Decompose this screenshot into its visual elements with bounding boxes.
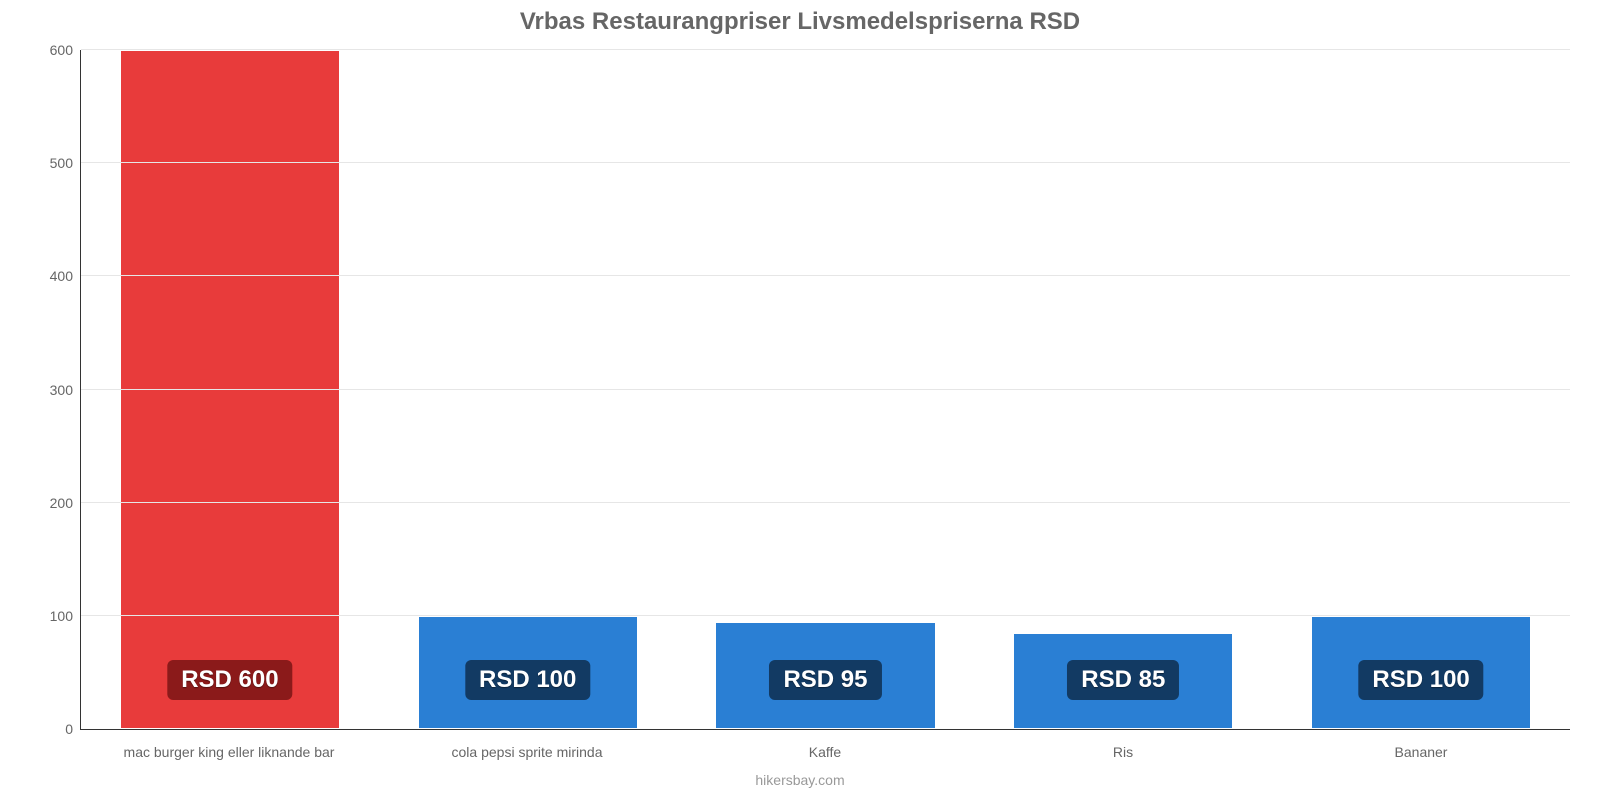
gridline bbox=[81, 275, 1570, 276]
y-tick-label: 100 bbox=[50, 608, 73, 624]
bar-slot: RSD 600 bbox=[81, 50, 379, 729]
x-axis-label: Kaffe bbox=[676, 744, 974, 760]
value-badge: RSD 100 bbox=[465, 660, 590, 700]
gridline bbox=[81, 162, 1570, 163]
price-bar-chart: Vrbas Restaurangpriser Livsmedelsprisern… bbox=[0, 0, 1600, 800]
x-axis-label: Ris bbox=[974, 744, 1272, 760]
bar: RSD 100 bbox=[1311, 616, 1531, 729]
gridline bbox=[81, 49, 1570, 50]
x-axis-labels: mac burger king eller liknande barcola p… bbox=[80, 744, 1570, 760]
value-badge: RSD 600 bbox=[167, 660, 292, 700]
bar: RSD 95 bbox=[715, 622, 935, 730]
x-axis-label: Bananer bbox=[1272, 744, 1570, 760]
bar: RSD 600 bbox=[120, 50, 340, 729]
y-tick-label: 500 bbox=[50, 155, 73, 171]
x-axis-label: cola pepsi sprite mirinda bbox=[378, 744, 676, 760]
value-badge: RSD 95 bbox=[769, 660, 881, 700]
y-tick-label: 200 bbox=[50, 495, 73, 511]
bar: RSD 85 bbox=[1013, 633, 1233, 729]
bar-slot: RSD 95 bbox=[677, 50, 975, 729]
y-tick-label: 400 bbox=[50, 268, 73, 284]
gridline bbox=[81, 615, 1570, 616]
chart-title: Vrbas Restaurangpriser Livsmedelsprisern… bbox=[0, 8, 1600, 36]
gridline bbox=[81, 502, 1570, 503]
y-tick-label: 300 bbox=[50, 382, 73, 398]
plot-area: RSD 600RSD 100RSD 95RSD 85RSD 100 010020… bbox=[80, 50, 1570, 730]
y-tick-label: 600 bbox=[50, 42, 73, 58]
bar-slot: RSD 100 bbox=[1272, 50, 1570, 729]
bar-slot: RSD 100 bbox=[379, 50, 677, 729]
gridline bbox=[81, 389, 1570, 390]
x-axis-label: mac burger king eller liknande bar bbox=[80, 744, 378, 760]
value-badge: RSD 100 bbox=[1358, 660, 1483, 700]
value-badge: RSD 85 bbox=[1067, 660, 1179, 700]
bars-row: RSD 600 RSD 100 RSD 95 RSD 85 RSD 100 bbox=[81, 50, 1570, 729]
y-tick-label: 0 bbox=[65, 721, 73, 737]
bar-slot: RSD 85 bbox=[974, 50, 1272, 729]
bar: RSD 100 bbox=[418, 616, 638, 729]
chart-footer: hikersbay.com bbox=[0, 772, 1600, 788]
